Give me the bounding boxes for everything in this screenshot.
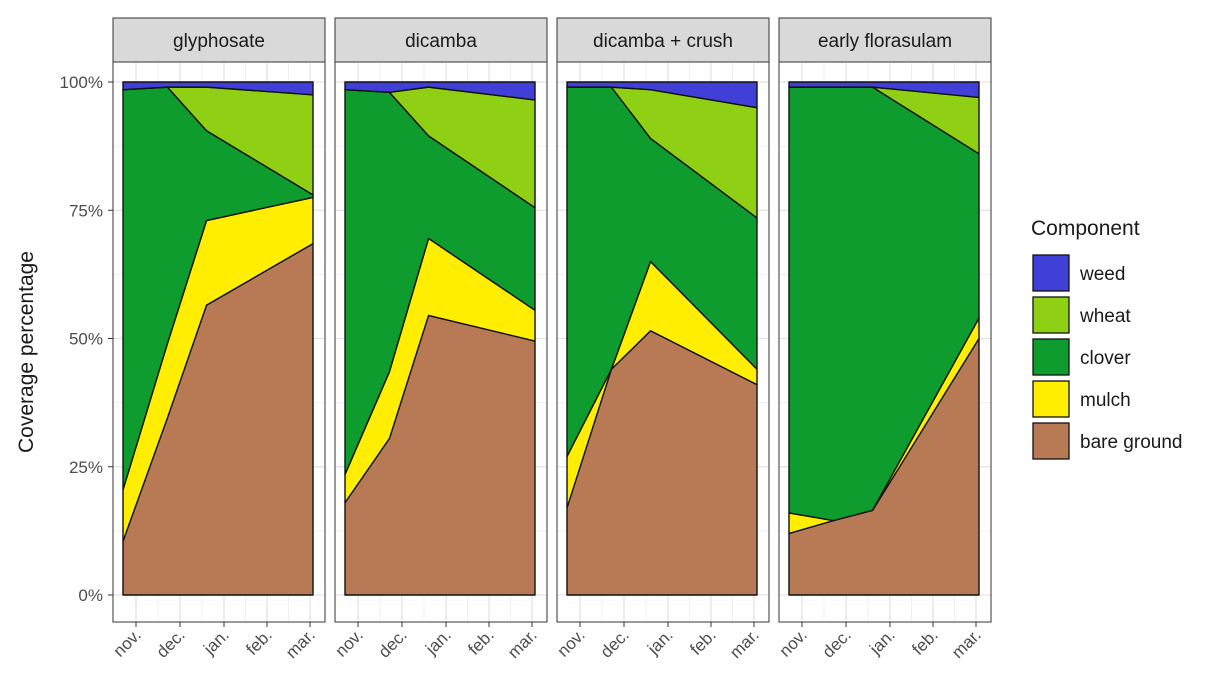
legend-swatch-bare-ground: [1032, 422, 1070, 460]
x-tick-label: dec.: [819, 625, 855, 661]
legend-label: wheat: [1079, 306, 1131, 327]
x-tick-label: feb.: [242, 625, 275, 658]
panel-strip-label: dicamba: [405, 31, 477, 52]
legend-swatch-clover: [1032, 338, 1070, 376]
panel-border: [778, 61, 992, 623]
y-axis: 0% 25% 50% 75% 100%: [60, 73, 113, 605]
panel: dicamba nov. dec. jan. feb. mar.: [332, 17, 548, 662]
x-tick-label: mar.: [282, 625, 319, 662]
y-tick-label: 25%: [69, 458, 103, 477]
legend: Component weed wheat clover mulch bare ground: [1031, 217, 1182, 460]
x-tick-label: nov.: [554, 625, 589, 660]
panel-strip-label: glyphosate: [173, 31, 265, 52]
legend-label: bare ground: [1080, 432, 1182, 453]
x-tick-label: feb.: [686, 625, 719, 658]
x-tick-label: mar.: [726, 625, 763, 662]
x-tick-label: feb.: [464, 625, 497, 658]
panel-strip-label: early florasulam: [818, 31, 952, 52]
area-weed: [566, 81, 758, 109]
panel-strip: [334, 17, 548, 63]
x-tick-label: jan.: [199, 625, 233, 659]
panel-strip: [112, 17, 326, 63]
x-tick-label: nov.: [110, 625, 145, 660]
legend-swatch-weed: [1032, 254, 1070, 292]
y-tick-label: 50%: [69, 330, 103, 349]
legend-swatch-wheat: [1032, 296, 1070, 334]
area-weed: [122, 81, 314, 96]
x-tick-label: nov.: [332, 625, 367, 660]
legend-title: Component: [1031, 217, 1140, 240]
y-axis-title: Coverage percentage: [15, 251, 38, 453]
area-weed: [788, 81, 980, 99]
y-tick-label: 75%: [69, 201, 103, 220]
legend-label: weed: [1079, 264, 1125, 285]
x-tick-label: jan.: [643, 625, 677, 659]
panel-strip: [778, 17, 992, 63]
panel-strip-label: dicamba + crush: [593, 31, 733, 52]
panel: glyphosate nov. dec. jan. feb. mar.: [110, 17, 326, 662]
panel-border: [556, 61, 770, 623]
x-tick-label: mar.: [504, 625, 541, 662]
x-tick-label: dec.: [597, 625, 633, 661]
y-tick-label: 100%: [60, 73, 103, 92]
panel-strip: [556, 17, 770, 63]
legend-label: clover: [1080, 348, 1131, 369]
panel-border: [334, 61, 548, 623]
y-tick-label: 0%: [78, 586, 103, 605]
x-tick-label: feb.: [908, 625, 941, 658]
x-tick-label: mar.: [948, 625, 985, 662]
x-tick-label: jan.: [421, 625, 455, 659]
area-weed: [344, 81, 536, 101]
panel: dicamba + crush nov. dec. jan. feb. mar.: [554, 17, 770, 662]
x-tick-label: nov.: [776, 625, 811, 660]
panel-border: [112, 61, 326, 623]
x-tick-label: jan.: [865, 625, 899, 659]
x-tick-label: dec.: [153, 625, 189, 661]
legend-swatch-mulch: [1032, 380, 1070, 418]
legend-label: mulch: [1080, 390, 1131, 411]
panel: early florasulam nov. dec. jan. feb. mar.: [776, 17, 992, 662]
x-tick-label: dec.: [375, 625, 411, 661]
